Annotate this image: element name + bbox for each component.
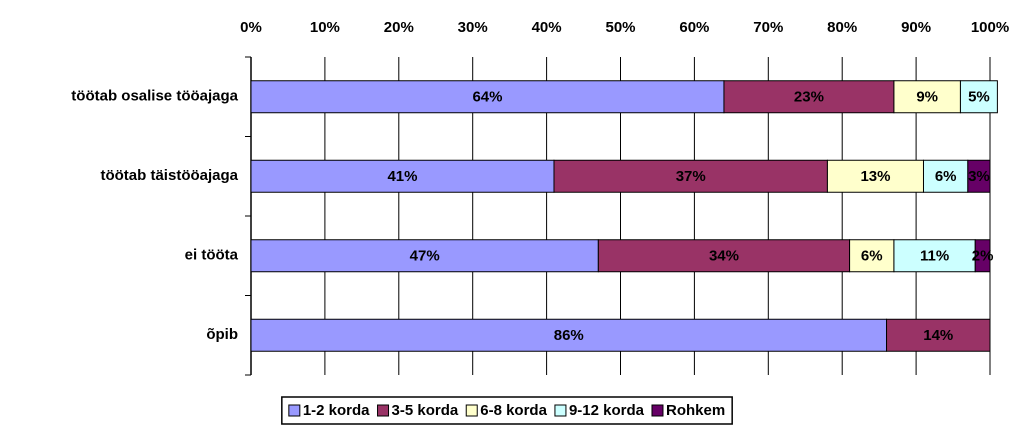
data-label: 34% [709,248,739,265]
data-label: 37% [676,168,706,185]
legend-label: 1-2 korda [303,402,370,419]
x-tick-label: 60% [679,19,709,36]
legend-swatch [288,404,301,417]
data-label: 23% [794,89,824,106]
bar-segment [826,159,924,193]
bar-segment [597,239,851,273]
legend-swatch [554,404,567,417]
bar-segment [250,80,725,114]
y-tick-label: töötab osalise tööajaga [71,88,238,105]
bar-segment [849,239,895,273]
bar-segment [250,318,888,352]
bar-segment [553,159,828,193]
bar-segment [250,239,599,273]
x-tick-label: 30% [458,19,488,36]
x-tick-label: 100% [971,19,1009,36]
bar-segment [974,239,991,273]
data-label: 14% [923,327,953,344]
bar-segment [959,80,998,114]
x-tick-label: 10% [310,19,340,36]
data-label: 86% [554,327,584,344]
x-tick-label: 90% [901,19,931,36]
data-label: 13% [860,168,890,185]
legend-swatch [651,404,664,417]
legend-label: 3-5 korda [392,402,459,419]
data-label: 11% [920,248,949,265]
data-label: 6% [861,248,883,265]
y-tick-label: ei tööta [185,247,239,264]
data-label: 64% [472,89,502,106]
bar-segment [723,80,895,114]
x-tick-label: 40% [532,19,562,36]
data-label: 47% [410,248,440,265]
bar-segment [922,159,969,193]
legend-label: 6-8 korda [480,402,547,419]
x-tick-label: 50% [605,19,635,36]
data-label: 3% [968,168,990,185]
legend-swatch [465,404,478,417]
legend-label: Rohkem [666,402,725,419]
legend-swatch [377,404,390,417]
data-label: 5% [968,89,990,106]
legend-label: 9-12 korda [569,402,645,419]
x-tick-label: 80% [827,19,857,36]
data-label: 6% [935,168,957,185]
data-label: 41% [387,168,417,185]
data-label: 2% [972,248,994,265]
bar-segment [886,318,991,352]
data-label: 9% [916,89,938,106]
bar-segment [967,159,991,193]
y-tick-label: töötab täistööajaga [100,167,238,184]
y-tick-label: õpib [206,326,238,343]
x-tick-label: 0% [240,19,262,36]
x-tick-label: 20% [384,19,414,36]
bar-segment [893,80,961,114]
x-tick-label: 70% [753,19,783,36]
bar-segment [893,239,976,273]
